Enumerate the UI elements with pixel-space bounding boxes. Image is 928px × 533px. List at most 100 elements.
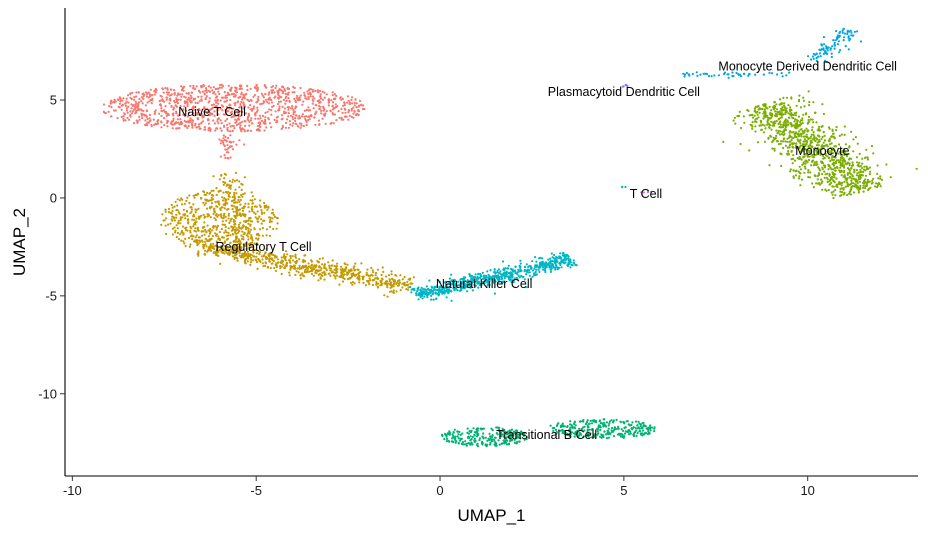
data-point <box>184 102 187 105</box>
data-point <box>168 102 171 105</box>
data-point <box>219 107 222 110</box>
data-point <box>636 432 639 435</box>
data-point <box>231 226 234 229</box>
data-point <box>179 98 182 101</box>
data-point <box>246 250 249 253</box>
data-point <box>846 162 849 165</box>
data-point <box>299 273 302 276</box>
data-point <box>240 234 243 237</box>
data-point <box>336 105 339 108</box>
data-point <box>209 228 212 231</box>
data-point <box>266 100 269 104</box>
data-point <box>341 111 344 114</box>
data-point <box>278 88 281 91</box>
data-point <box>125 107 128 110</box>
data-point <box>758 124 761 127</box>
data-point <box>861 166 864 170</box>
data-point <box>301 272 304 275</box>
data-point <box>840 133 843 136</box>
data-point <box>223 223 226 226</box>
data-point <box>782 96 785 99</box>
data-point <box>489 269 492 272</box>
data-point <box>228 253 231 256</box>
data-point <box>807 158 811 162</box>
data-point <box>850 157 853 160</box>
data-point <box>776 113 779 116</box>
data-point <box>810 129 814 132</box>
data-point <box>260 102 263 105</box>
data-point <box>247 235 250 238</box>
data-point <box>238 126 242 129</box>
data-point <box>277 100 281 103</box>
data-point <box>555 255 558 258</box>
data-point <box>458 289 461 292</box>
data-point <box>251 249 254 252</box>
data-point <box>474 280 477 283</box>
data-point <box>594 421 598 424</box>
data-point <box>295 96 298 99</box>
data-point <box>170 218 173 221</box>
data-point <box>221 251 224 254</box>
data-point <box>165 91 168 94</box>
data-point <box>572 262 575 265</box>
data-point <box>860 170 863 173</box>
data-point <box>484 436 487 439</box>
data-point <box>497 268 500 271</box>
data-point <box>288 271 291 274</box>
data-point <box>321 257 324 260</box>
data-point <box>815 160 818 163</box>
data-point <box>513 441 517 444</box>
data-point <box>198 90 201 93</box>
data-point <box>763 116 767 119</box>
data-point <box>608 420 612 423</box>
data-point <box>401 286 404 289</box>
data-point <box>218 239 221 242</box>
data-point <box>560 424 563 427</box>
data-point <box>198 108 201 112</box>
data-point <box>687 73 690 76</box>
data-point <box>211 89 214 92</box>
data-point <box>244 251 247 254</box>
data-point <box>224 225 227 229</box>
data-point <box>270 86 273 89</box>
data-point <box>777 131 780 134</box>
data-point <box>201 115 204 118</box>
data-point <box>264 111 267 114</box>
data-point <box>196 116 199 120</box>
data-point <box>235 192 238 195</box>
data-point <box>241 195 244 198</box>
data-point <box>164 208 167 211</box>
data-point <box>221 199 225 202</box>
data-point <box>607 427 610 430</box>
data-point <box>332 101 335 104</box>
data-point <box>197 250 200 253</box>
data-point <box>531 260 534 263</box>
data-point <box>781 106 784 109</box>
data-point <box>563 255 566 258</box>
data-point <box>403 275 406 279</box>
data-point <box>284 107 287 110</box>
data-point <box>219 262 222 265</box>
data-point <box>486 439 489 442</box>
data-point <box>203 126 206 129</box>
data-point <box>486 270 489 273</box>
data-point <box>649 424 652 427</box>
data-point <box>541 263 544 267</box>
data-point <box>220 244 223 248</box>
data-point <box>283 87 286 91</box>
data-point <box>861 181 865 184</box>
data-point <box>351 281 355 284</box>
data-point <box>233 191 236 194</box>
data-point <box>534 256 537 259</box>
data-point <box>759 107 762 111</box>
data-point <box>251 195 254 198</box>
data-point <box>247 222 250 225</box>
data-point <box>257 232 260 235</box>
data-point <box>354 98 357 101</box>
data-point <box>804 167 807 170</box>
data-point <box>355 273 358 276</box>
data-point <box>452 440 455 444</box>
data-point <box>616 433 620 436</box>
data-point <box>224 202 227 206</box>
data-point <box>511 275 514 278</box>
